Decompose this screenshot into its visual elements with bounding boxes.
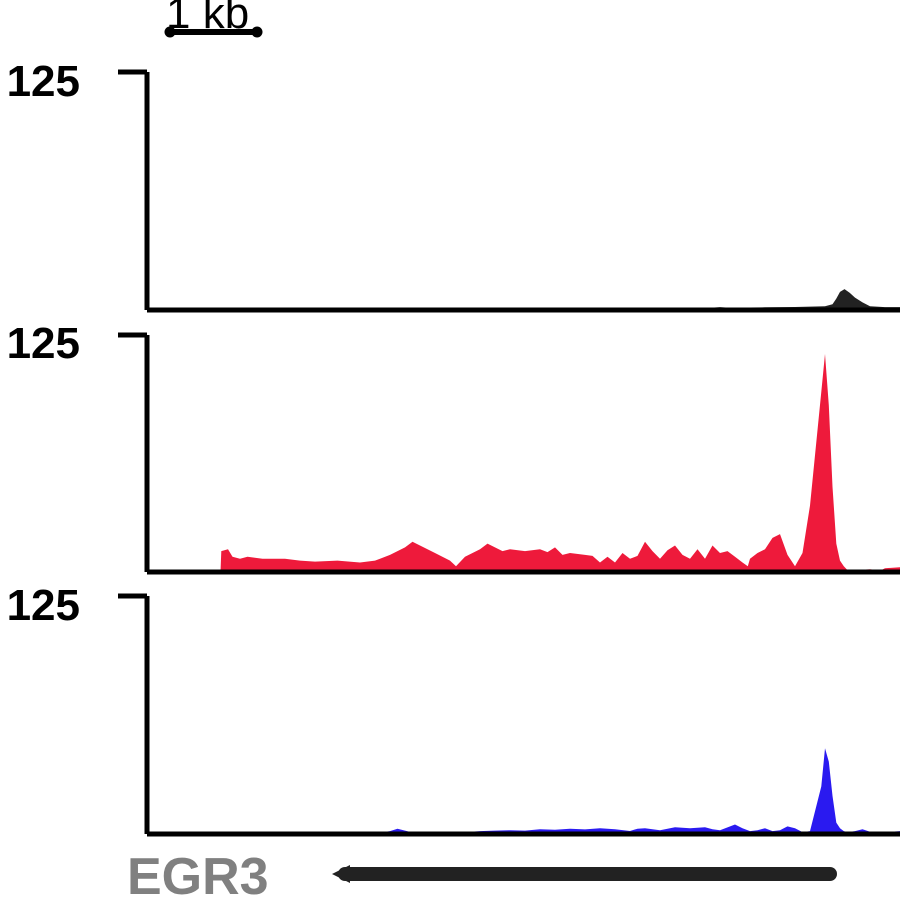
track-3-signal bbox=[150, 748, 900, 834]
scale-bar-right-end bbox=[251, 26, 263, 38]
gene-annotation: EGR3 bbox=[127, 848, 837, 900]
gene-name-label: EGR3 bbox=[127, 848, 269, 900]
track-2-ymax-label: 125 bbox=[7, 319, 80, 368]
track-2-signal bbox=[150, 354, 900, 572]
track-2: 125 bbox=[7, 319, 900, 575]
track-3-ymax-label: 125 bbox=[7, 581, 80, 630]
track-1-signal bbox=[150, 289, 900, 310]
scale-bar-left-end bbox=[164, 26, 176, 38]
scale-bar: 1 kb bbox=[164, 0, 263, 38]
gene-strand-arrow bbox=[332, 865, 350, 883]
track-1: 125 bbox=[7, 57, 900, 313]
track-3: 125 bbox=[7, 581, 900, 837]
track-1-ymax-label: 125 bbox=[7, 57, 80, 106]
